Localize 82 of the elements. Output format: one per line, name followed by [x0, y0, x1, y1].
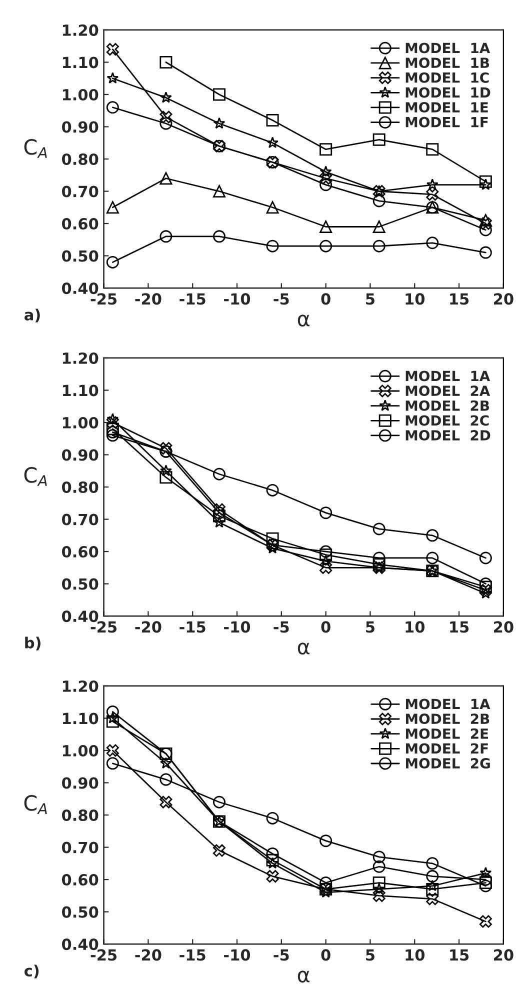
legend-label: MODEL 2A — [406, 386, 490, 396]
y-tick-label: 1.20 — [62, 24, 98, 36]
y-tick-label: 0.70 — [62, 514, 98, 526]
y-tick-label: 0.60 — [62, 218, 98, 230]
y-tick-label: 0.80 — [62, 809, 98, 822]
y-tick-label: 0.60 — [62, 874, 98, 886]
y-tick-label: 0.80 — [62, 153, 98, 166]
x-tick-label: -20 — [135, 949, 162, 961]
x-tick-label: -25 — [90, 621, 117, 633]
legend-label: MODEL 2G — [406, 758, 490, 769]
x-tick-label: -25 — [90, 949, 117, 961]
y-tick-label: 0.50 — [62, 250, 98, 262]
x-tick-label: 20 — [494, 949, 514, 961]
legend-label: MODEL 1B — [406, 58, 490, 68]
x-tick-label: 5 — [366, 293, 374, 305]
legend-label: MODEL 1C — [406, 72, 489, 83]
x-tick-label: 15 — [450, 949, 469, 961]
legend-label: MODEL 2E — [406, 728, 488, 739]
x-tick-label: -10 — [224, 621, 250, 633]
y-tick-label: 0.40 — [62, 938, 98, 950]
y-tick-label: 0.40 — [62, 610, 98, 622]
x-tick-label: -5 — [274, 949, 289, 961]
x-tick-label: 15 — [450, 293, 469, 305]
y-tick-label: 0.40 — [62, 282, 98, 294]
x-tick-label: 15 — [450, 621, 469, 633]
legend-label: MODEL 2D — [406, 430, 490, 441]
x-tick-label: -15 — [180, 621, 206, 633]
x-tick-label: -25 — [90, 293, 117, 305]
x-tick-label: 0 — [321, 293, 330, 305]
x-tick-label: 5 — [366, 949, 374, 961]
y-tick-label: 1.00 — [62, 416, 98, 429]
x-tick-label: -5 — [274, 621, 289, 633]
y-axis-title: C$_{A}$ — [24, 795, 47, 814]
x-tick-label: 5 — [366, 621, 374, 633]
y-tick-label: 1.10 — [62, 56, 98, 68]
x-tick-label: -20 — [135, 293, 162, 305]
y-tick-label: 1.20 — [62, 352, 98, 364]
y-axis-title: C$_{A}$ — [24, 467, 47, 486]
x-tick-label: -10 — [224, 949, 250, 961]
legend-label: MODEL 1E — [406, 102, 488, 113]
y-tick-label: 0.50 — [62, 578, 98, 590]
x-tick-label: 10 — [406, 293, 425, 305]
y-tick-label: 0.90 — [62, 449, 98, 461]
x-tick-label: 20 — [494, 621, 514, 633]
legend-label: MODEL 2B — [406, 400, 490, 411]
x-axis-title: α — [298, 314, 310, 327]
legend-label: MODEL 1A — [406, 42, 490, 54]
y-tick-label: 0.70 — [62, 186, 98, 198]
legend-label: MODEL 1A — [406, 370, 490, 382]
x-tick-label: -15 — [180, 293, 206, 305]
x-tick-label: 10 — [406, 621, 425, 633]
x-axis-title: α — [298, 970, 310, 983]
legend-label: MODEL 1F — [406, 116, 488, 128]
y-tick-label: 0.60 — [62, 546, 98, 558]
y-tick-label: 0.80 — [62, 481, 98, 494]
y-tick-label: 1.20 — [62, 680, 98, 692]
y-tick-label: 0.50 — [62, 906, 98, 918]
x-tick-label: 0 — [321, 621, 330, 633]
x-tick-label: 20 — [494, 293, 514, 305]
y-tick-label: 1.00 — [62, 744, 98, 757]
x-tick-label: -15 — [180, 949, 206, 961]
text: b) — [25, 636, 40, 650]
legend-label: MODEL 1D — [406, 87, 490, 98]
y-tick-label: 0.90 — [62, 121, 98, 133]
x-tick-label: -10 — [224, 293, 250, 305]
x-axis-title: α — [298, 642, 310, 655]
x-tick-label: -5 — [274, 293, 289, 305]
legend-label: MODEL 2C — [406, 415, 489, 426]
legend-label: MODEL 1A — [406, 698, 490, 710]
x-tick-label: -20 — [135, 621, 162, 633]
y-tick-label: 0.70 — [62, 842, 98, 854]
x-tick-label: 0 — [321, 949, 330, 961]
x-tick-label: 10 — [406, 949, 425, 961]
y-tick-label: 0.90 — [62, 777, 98, 789]
legend-label: MODEL 2F — [406, 743, 488, 754]
text: a) — [24, 308, 40, 322]
y-tick-label: 1.10 — [62, 712, 98, 724]
y-axis-title: C$_{A}$ — [24, 139, 47, 158]
text: c) — [24, 964, 39, 978]
y-tick-label: 1.00 — [62, 88, 98, 101]
legend-label: MODEL 2B — [406, 714, 490, 724]
y-tick-label: 1.10 — [62, 384, 98, 396]
